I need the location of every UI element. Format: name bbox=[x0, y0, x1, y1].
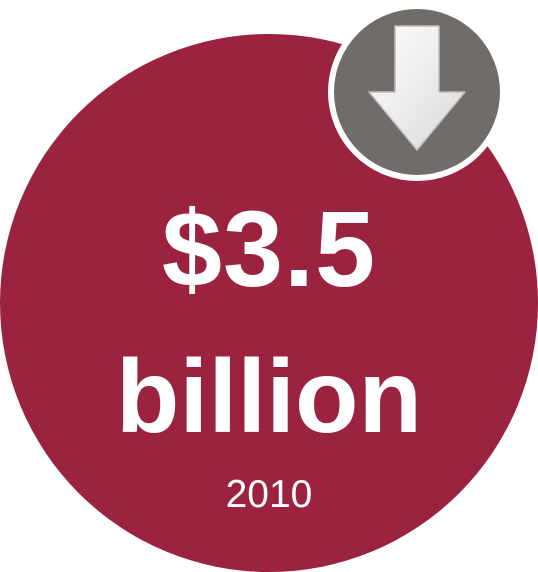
trend-badge bbox=[328, 3, 506, 181]
stat-unit: billion bbox=[115, 339, 423, 455]
stat-amount: $3.5 bbox=[161, 188, 377, 309]
arrow-down-icon bbox=[368, 25, 466, 151]
stat-year: 2010 bbox=[225, 473, 313, 516]
